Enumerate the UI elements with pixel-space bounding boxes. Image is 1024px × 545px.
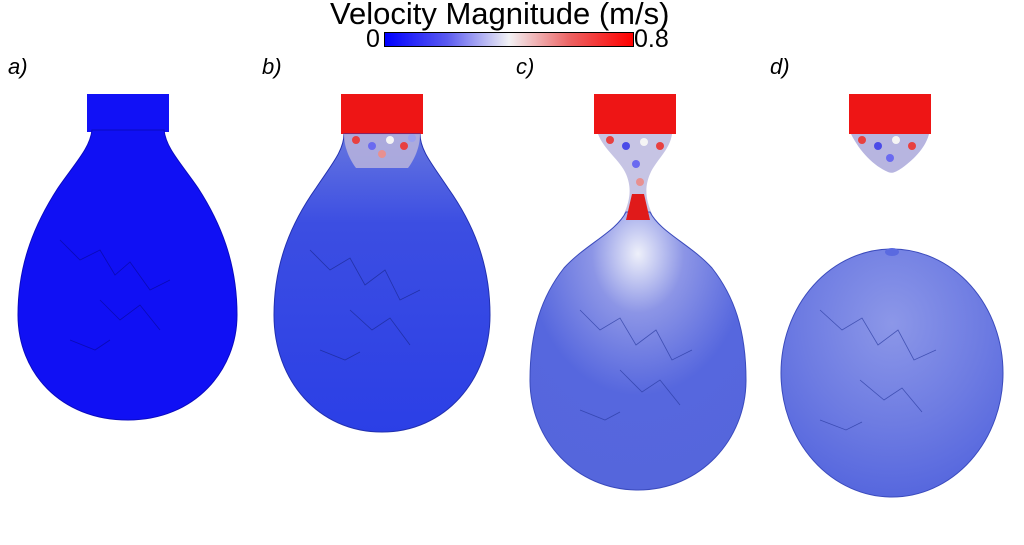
panel-a-nozzle <box>87 94 169 132</box>
panel-d-particle <box>858 136 866 144</box>
colorbar-min-label: 0 <box>366 25 380 53</box>
panel-a-grain-boundary <box>59 239 171 351</box>
panel-d-particle <box>886 154 894 162</box>
panel-b-nozzle <box>341 94 423 134</box>
panel-label-d: d) <box>770 54 790 79</box>
panel-b-particle <box>386 136 394 144</box>
panel-c-body <box>529 211 747 491</box>
panel-c-particle <box>632 160 640 168</box>
panel-d-particle <box>908 142 916 150</box>
panel-b-particle <box>368 142 376 150</box>
panel-c-particle <box>622 142 630 150</box>
panel-a-droplet <box>17 94 238 421</box>
panel-c-nozzle <box>594 94 676 134</box>
panel-d-body <box>780 248 1004 498</box>
panel-d-nozzle <box>849 94 931 134</box>
panel-label-c: c) <box>516 54 535 79</box>
panel-d-droplet <box>780 94 1004 498</box>
panel-b-grain-boundary <box>309 249 421 361</box>
colorbar-title: Velocity Magnitude (m/s) <box>330 0 670 31</box>
panel-c-grain-boundary <box>579 309 693 421</box>
panel-c-droplet <box>529 94 747 491</box>
panel-b-body <box>273 133 491 433</box>
panel-d-particle <box>892 136 900 144</box>
panel-label-b: b) <box>262 54 282 79</box>
panel-c-velocity-hotspot <box>626 194 650 220</box>
panel-c-particle <box>640 138 648 146</box>
colorbar-max-label: 0.8 <box>634 25 669 53</box>
colorbar <box>384 32 634 47</box>
panel-d-grain-boundary <box>819 309 937 431</box>
panel-c-particle <box>636 178 644 186</box>
panel-b-particle <box>400 142 408 150</box>
panel-c-particle <box>656 142 664 150</box>
panel-a-body <box>17 129 238 421</box>
panel-b-particle <box>408 134 416 142</box>
panel-d-top-particle <box>885 248 899 256</box>
panel-d-particle <box>874 142 882 150</box>
panel-b-droplet <box>273 94 491 433</box>
panel-c-particle <box>606 136 614 144</box>
panel-b-particle <box>378 150 386 158</box>
panel-label-a: a) <box>8 54 28 79</box>
panel-b-particle <box>352 136 360 144</box>
panel-c-neck <box>598 134 672 214</box>
